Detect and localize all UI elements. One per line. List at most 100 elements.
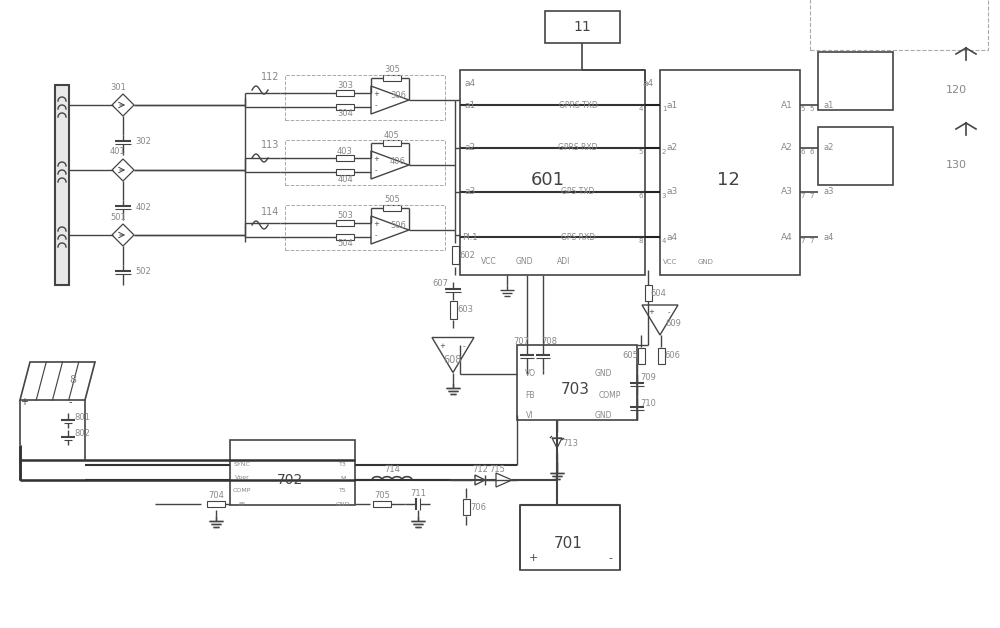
Text: 8: 8 xyxy=(639,238,643,244)
Text: -: - xyxy=(668,310,670,315)
Text: 710: 710 xyxy=(640,399,656,408)
Text: 113: 113 xyxy=(261,140,279,150)
Text: a2: a2 xyxy=(666,144,678,153)
Text: M: M xyxy=(340,475,346,480)
Bar xyxy=(383,75,401,81)
Text: 604: 604 xyxy=(650,288,666,298)
Text: 404: 404 xyxy=(337,175,353,183)
Text: GND: GND xyxy=(515,257,533,266)
Text: -: - xyxy=(462,344,465,349)
Text: -: - xyxy=(375,168,377,173)
Bar xyxy=(818,52,893,110)
Text: 801: 801 xyxy=(74,413,90,421)
Text: 12: 12 xyxy=(717,171,739,189)
Bar xyxy=(638,348,644,364)
Text: a4: a4 xyxy=(824,232,834,242)
Text: T5: T5 xyxy=(339,489,347,494)
Bar xyxy=(285,140,445,185)
Text: GND: GND xyxy=(594,369,612,379)
Text: 405: 405 xyxy=(384,131,400,139)
Text: 7: 7 xyxy=(801,238,805,244)
Text: 601: 601 xyxy=(531,171,565,189)
Text: COMP: COMP xyxy=(599,391,621,399)
Text: 114: 114 xyxy=(261,207,279,217)
Text: 712: 712 xyxy=(472,465,488,475)
Text: GPS RXD: GPS RXD xyxy=(561,232,595,242)
Text: 303: 303 xyxy=(337,82,353,90)
Text: 4: 4 xyxy=(639,106,643,112)
Text: 506: 506 xyxy=(390,222,406,230)
Text: 402: 402 xyxy=(135,202,151,212)
Text: GND: GND xyxy=(594,411,612,420)
Text: T3: T3 xyxy=(339,462,347,467)
Text: FF: FF xyxy=(238,502,246,507)
Text: PI.1: PI.1 xyxy=(462,232,478,242)
Text: 504: 504 xyxy=(337,239,353,249)
Text: 4: 4 xyxy=(662,238,666,244)
Text: -: - xyxy=(608,553,612,563)
Text: GPRS TXD: GPRS TXD xyxy=(559,100,597,109)
Text: a3: a3 xyxy=(824,188,834,197)
Bar xyxy=(450,301,456,319)
Text: 305: 305 xyxy=(384,65,400,75)
Bar xyxy=(230,440,355,505)
Text: 505: 505 xyxy=(384,195,400,205)
Text: a2: a2 xyxy=(824,144,834,153)
Text: 406: 406 xyxy=(390,156,406,166)
Text: 714: 714 xyxy=(384,465,400,475)
Text: a1: a1 xyxy=(666,100,678,109)
Text: A3: A3 xyxy=(781,188,793,197)
Text: 701: 701 xyxy=(554,536,582,551)
Bar xyxy=(517,345,637,420)
Text: 709: 709 xyxy=(640,374,656,382)
Text: VO: VO xyxy=(524,369,536,379)
Text: 609: 609 xyxy=(665,320,681,328)
Text: 403: 403 xyxy=(337,146,353,156)
Bar xyxy=(207,501,225,507)
Bar xyxy=(383,205,401,211)
Text: 707: 707 xyxy=(513,337,529,347)
Text: +: + xyxy=(373,92,379,97)
Text: a4: a4 xyxy=(666,232,678,242)
Text: 5: 5 xyxy=(639,149,643,155)
Text: +: + xyxy=(648,310,654,315)
Bar xyxy=(55,85,69,285)
Text: 112: 112 xyxy=(261,72,279,82)
Text: ADI: ADI xyxy=(557,257,571,266)
Text: 6: 6 xyxy=(639,193,643,199)
Text: 603: 603 xyxy=(457,305,473,315)
Bar xyxy=(336,104,354,110)
Text: GPS TXD: GPS TXD xyxy=(561,188,595,197)
Text: VI: VI xyxy=(526,411,534,420)
Text: 501: 501 xyxy=(110,212,126,222)
Text: 802: 802 xyxy=(74,430,90,438)
Bar xyxy=(660,70,800,275)
Text: 306: 306 xyxy=(390,92,406,100)
Text: 120: 120 xyxy=(945,85,967,95)
Text: 3: 3 xyxy=(662,193,666,199)
Text: 502: 502 xyxy=(135,268,151,276)
Text: 1: 1 xyxy=(662,106,666,112)
Text: 11: 11 xyxy=(573,20,591,34)
Text: VCC: VCC xyxy=(481,257,497,266)
Text: -: - xyxy=(375,102,377,109)
Text: 713: 713 xyxy=(562,438,578,448)
Text: Vper: Vper xyxy=(235,475,249,480)
Text: 5: 5 xyxy=(801,106,805,112)
Text: 706: 706 xyxy=(470,502,486,511)
Text: a2: a2 xyxy=(464,144,476,153)
Bar xyxy=(658,348,664,364)
Text: 606: 606 xyxy=(664,352,680,360)
Text: 401: 401 xyxy=(110,148,126,156)
Text: 715: 715 xyxy=(489,465,505,475)
Bar xyxy=(520,505,620,570)
Text: -: - xyxy=(375,232,377,239)
Bar xyxy=(462,499,470,515)
Text: GND: GND xyxy=(698,259,714,265)
Bar xyxy=(336,220,354,226)
Text: 7: 7 xyxy=(801,193,805,199)
Bar xyxy=(460,70,645,275)
Text: a1: a1 xyxy=(464,100,476,109)
Text: 6: 6 xyxy=(801,149,805,155)
Text: 605: 605 xyxy=(622,352,638,360)
